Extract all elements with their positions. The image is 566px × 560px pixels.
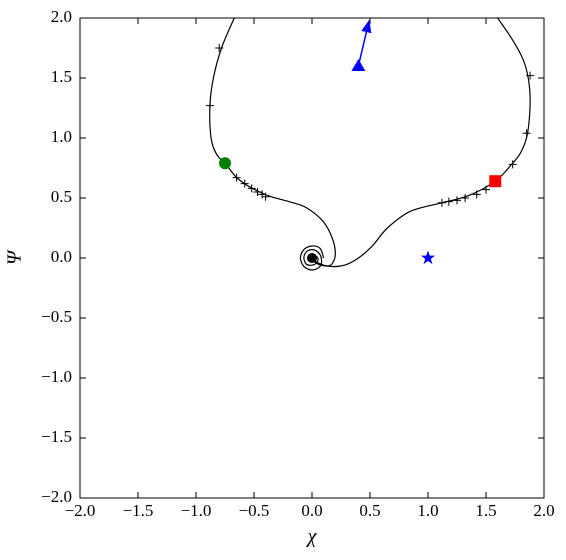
arrow [357,19,372,67]
plus-marker [526,71,535,80]
x-tick-label: −0.5 [239,501,270,520]
plus-marker [253,188,262,196]
plus-marker [215,44,224,52]
y-tick-label: −0.5 [41,307,72,326]
x-tick-label: 0.0 [301,501,322,520]
plus-marker [508,160,517,169]
x-tick-label: −1.0 [181,501,212,520]
plus-marker [205,101,214,110]
x-axis-label: χ [306,526,318,548]
x-tick-label: −1.5 [123,501,154,520]
x-tick-label: 0.5 [359,501,380,520]
arrow-path [357,19,372,67]
y-tick-label: 1.5 [51,67,72,86]
y-tick-label: 1.0 [51,127,72,146]
y-tick-label: −1.5 [41,427,72,446]
y-tick-label: −1.0 [41,367,72,386]
plus-marker [522,129,531,138]
trajectory [311,18,531,268]
x-tick-label: −2.0 [65,501,96,520]
plot-frame [79,17,545,499]
origin-marker [307,253,317,263]
plus-marker [232,173,241,182]
plus-marker [461,194,470,202]
y-tick-label: 2.0 [51,7,72,26]
y-tick-label: 0.0 [51,247,72,266]
trajectory [209,18,336,267]
plus-marker [261,192,270,201]
y-tick-label: 0.5 [51,187,72,206]
plus-marker [444,197,453,206]
x-tick-label: 2.0 [533,501,554,520]
plus-marker [437,198,446,207]
plus-marker [240,179,249,188]
y-axis-label: Ψ [4,249,26,265]
star-marker [420,250,436,265]
triangle-marker [351,59,366,71]
y-tick-label: −2.0 [41,487,72,506]
plus-marker [247,184,256,193]
plus-marker [482,185,490,194]
x-tick-label: 1.0 [417,501,438,520]
end-marker [489,175,502,188]
start-marker [219,157,231,170]
x-tick-label: 1.5 [475,501,496,520]
plus-marker [453,196,461,205]
plus-marker [472,190,481,199]
